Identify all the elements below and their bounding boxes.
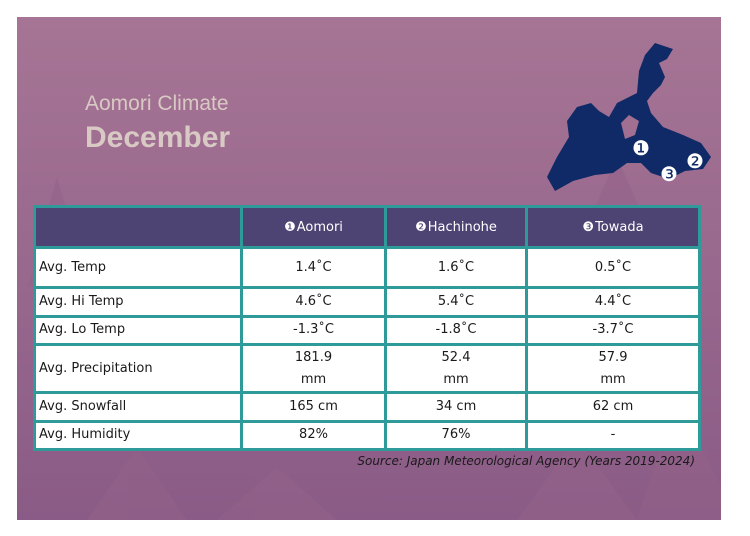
map-marker-aomori: ❶ (632, 136, 650, 160)
table-row: Avg. Precipitation 181.9 mm 52.4 mm 57.9… (33, 342, 701, 395)
table-cell: 4.4˚C (525, 286, 701, 318)
row-label: Avg. Lo Temp (33, 314, 243, 346)
page-subtitle: Aomori Climate (85, 92, 229, 115)
table-row: Avg. Humidity 82% 76% - (33, 419, 701, 452)
row-label: Avg. Precipitation (33, 342, 243, 395)
table-cell: -1.3˚C (240, 314, 387, 346)
precip-unit: mm (600, 371, 626, 387)
source-note: Source: Japan Meteorological Agency (Yea… (357, 454, 695, 468)
header-empty-cell (33, 205, 243, 249)
precip-value: 52.4 (441, 349, 471, 365)
row-label: Avg. Humidity (33, 419, 243, 452)
table-cell: 62 cm (525, 391, 701, 423)
table-row: Avg. Snowfall 165 cm 34 cm 62 cm (33, 391, 701, 423)
column-header-hachinohe: ❷Hachinohe (384, 205, 528, 249)
table-cell: 34 cm (384, 391, 528, 423)
table-cell: 4.6˚C (240, 286, 387, 318)
precip-value: 57.9 (598, 349, 628, 365)
page-title: December (85, 121, 231, 154)
table-cell: 181.9 mm (240, 342, 387, 395)
row-label: Avg. Snowfall (33, 391, 243, 423)
map-marker-hachinohe: ❷ (686, 149, 704, 173)
column-header-towada: ❸Towada (525, 205, 701, 249)
precip-unit: mm (443, 371, 469, 387)
table-cell: 52.4 mm (384, 342, 528, 395)
table-cell: 5.4˚C (384, 286, 528, 318)
table-cell: 76% (384, 419, 528, 452)
table-cell: 1.6˚C (384, 245, 528, 290)
table-cell: - (525, 419, 701, 452)
aomori-map: ❶ ❷ ❸ (547, 43, 711, 191)
table-row: Avg. Temp 1.4˚C 1.6˚C 0.5˚C (33, 245, 701, 290)
climate-table: ❶Aomori ❷Hachinohe ❸Towada Avg. Temp 1.4… (33, 205, 701, 452)
row-label: Avg. Temp (33, 245, 243, 290)
slide: Aomori Climate December ❶ ❷ ❸ ❶Aomori ❷H… (17, 17, 721, 520)
column-header-aomori: ❶Aomori (240, 205, 387, 249)
row-label: Avg. Hi Temp (33, 286, 243, 318)
table-cell: 82% (240, 419, 387, 452)
precip-value: 181.9 (294, 349, 333, 365)
table-cell: -1.8˚C (384, 314, 528, 346)
table-row: Avg. Hi Temp 4.6˚C 5.4˚C 4.4˚C (33, 286, 701, 318)
table-cell: 165 cm (240, 391, 387, 423)
table-cell: 57.9 mm (525, 342, 701, 395)
table-header-row: ❶Aomori ❷Hachinohe ❸Towada (33, 205, 701, 249)
mutsu-bay (621, 115, 639, 139)
table-row: Avg. Lo Temp -1.3˚C -1.8˚C -3.7˚C (33, 314, 701, 346)
table-cell: -3.7˚C (525, 314, 701, 346)
map-marker-towada: ❸ (660, 162, 678, 186)
table-cell: 0.5˚C (525, 245, 701, 290)
table-cell: 1.4˚C (240, 245, 387, 290)
precip-unit: mm (300, 371, 327, 387)
